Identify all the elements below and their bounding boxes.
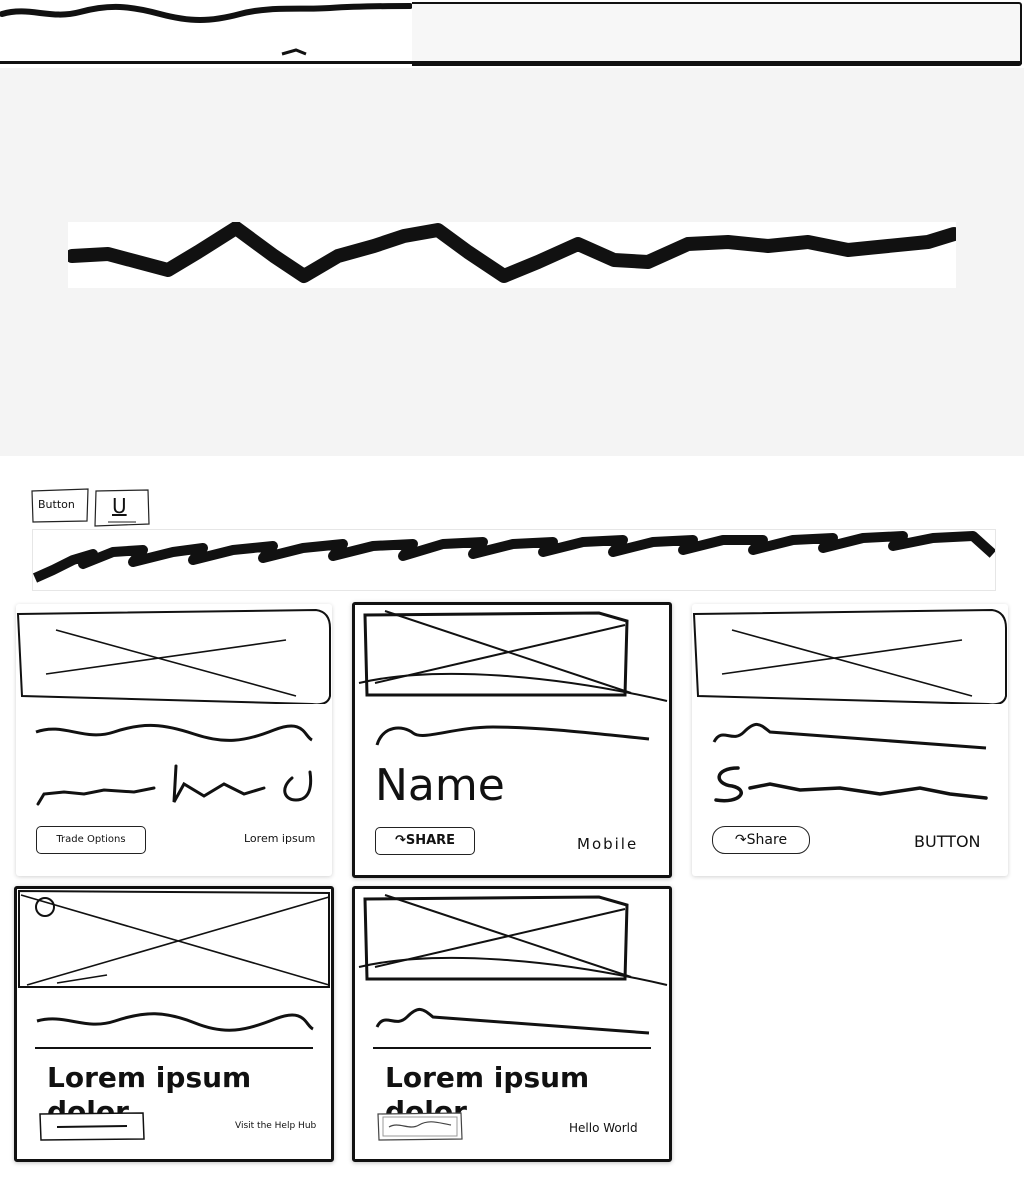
card-5-title: Lorem ipsum dolor xyxy=(385,1061,590,1128)
card-1-caption: Lorem ipsum xyxy=(244,832,316,845)
card-4-title-scribble xyxy=(36,1012,314,1032)
image-placeholder-icon xyxy=(16,608,331,704)
card-5[interactable]: Lorem ipsum dolor Hello World xyxy=(352,886,672,1162)
image-placeholder-icon xyxy=(358,894,668,986)
card-1[interactable]: Trade Options Lorem ipsum xyxy=(16,604,332,876)
card-2[interactable]: Name ↷SHARE Mobile xyxy=(352,602,672,878)
card-5-divider xyxy=(373,1047,651,1049)
header-title-scribble xyxy=(0,3,412,56)
toolbar-button[interactable]: Button xyxy=(30,488,90,524)
header-divider xyxy=(0,61,1022,64)
card-3-caption: BUTTON xyxy=(914,832,981,851)
card-2-title-scribble xyxy=(375,725,650,746)
card-5-button[interactable] xyxy=(375,1111,465,1143)
card-5-caption: Hello World xyxy=(569,1121,638,1135)
share-icon: ↷ xyxy=(734,832,747,848)
card-1-body-scribble xyxy=(36,764,313,806)
hero-heading-scribble xyxy=(68,222,956,288)
image-placeholder-icon xyxy=(18,889,330,988)
card-4-caption: Visit the Help Hub xyxy=(235,1121,317,1131)
card-2-title: Name xyxy=(375,760,505,811)
card-3-title-scribble xyxy=(712,723,987,750)
card-1-title-scribble xyxy=(35,724,313,742)
image-placeholder-icon xyxy=(692,608,1007,704)
toolbar-button-label: Button xyxy=(38,498,75,511)
card-3-body-scribble xyxy=(714,766,988,803)
card-4[interactable]: Lorem ipsum dolor Visit the Help Hub xyxy=(14,886,334,1162)
header-search-area[interactable] xyxy=(412,2,1022,66)
share-button[interactable]: ↷SHARE xyxy=(375,827,475,855)
card-2-caption: Mobile xyxy=(577,835,639,853)
underline-icon: U xyxy=(112,494,127,518)
card-4-divider xyxy=(35,1047,313,1049)
subheading-scribble xyxy=(32,529,996,591)
card-4-button[interactable] xyxy=(37,1111,147,1143)
share-icon: ↷ xyxy=(394,833,406,848)
card-3[interactable]: ↷Share BUTTON xyxy=(692,604,1008,876)
app-header xyxy=(0,0,1024,66)
share-button[interactable]: ↷Share xyxy=(712,826,810,854)
card-5-title-scribble xyxy=(375,1008,650,1035)
image-placeholder-icon xyxy=(358,610,668,702)
trade-options-button[interactable]: Trade Options xyxy=(36,826,146,854)
underline-button[interactable]: U xyxy=(92,488,152,528)
